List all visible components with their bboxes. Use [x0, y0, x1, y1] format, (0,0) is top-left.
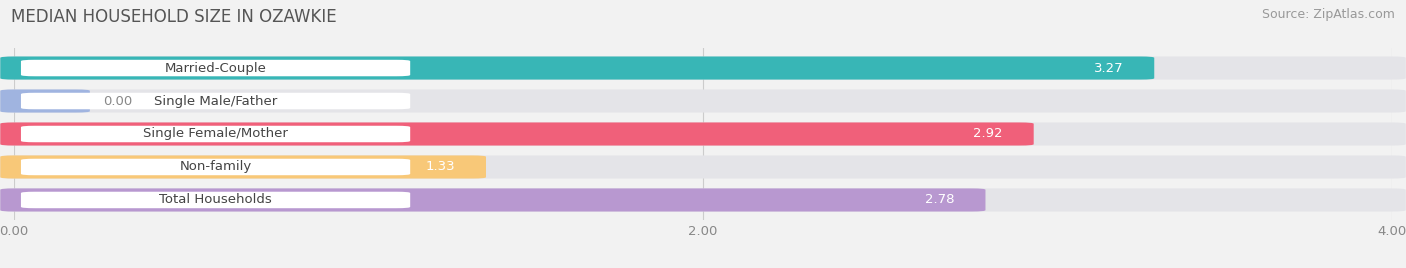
FancyBboxPatch shape: [21, 159, 411, 175]
FancyBboxPatch shape: [0, 122, 1033, 146]
Text: 2.92: 2.92: [973, 128, 1002, 140]
Text: MEDIAN HOUSEHOLD SIZE IN OZAWKIE: MEDIAN HOUSEHOLD SIZE IN OZAWKIE: [11, 8, 337, 26]
FancyBboxPatch shape: [0, 188, 1406, 211]
FancyBboxPatch shape: [21, 93, 411, 109]
FancyBboxPatch shape: [21, 126, 411, 142]
Text: Source: ZipAtlas.com: Source: ZipAtlas.com: [1261, 8, 1395, 21]
Text: 3.27: 3.27: [1094, 62, 1123, 75]
Text: Total Households: Total Households: [159, 193, 271, 206]
Text: Single Male/Father: Single Male/Father: [153, 95, 277, 107]
FancyBboxPatch shape: [0, 155, 486, 178]
FancyBboxPatch shape: [21, 192, 411, 208]
FancyBboxPatch shape: [0, 122, 1406, 146]
FancyBboxPatch shape: [21, 60, 411, 76]
FancyBboxPatch shape: [0, 57, 1406, 80]
Text: Single Female/Mother: Single Female/Mother: [143, 128, 288, 140]
FancyBboxPatch shape: [0, 155, 1406, 178]
FancyBboxPatch shape: [0, 188, 986, 211]
Text: Married-Couple: Married-Couple: [165, 62, 267, 75]
Text: Non-family: Non-family: [180, 161, 252, 173]
Text: 0.00: 0.00: [104, 95, 134, 107]
FancyBboxPatch shape: [0, 90, 90, 113]
FancyBboxPatch shape: [0, 90, 1406, 113]
Text: 2.78: 2.78: [925, 193, 955, 206]
FancyBboxPatch shape: [0, 57, 1154, 80]
Text: 1.33: 1.33: [426, 161, 456, 173]
